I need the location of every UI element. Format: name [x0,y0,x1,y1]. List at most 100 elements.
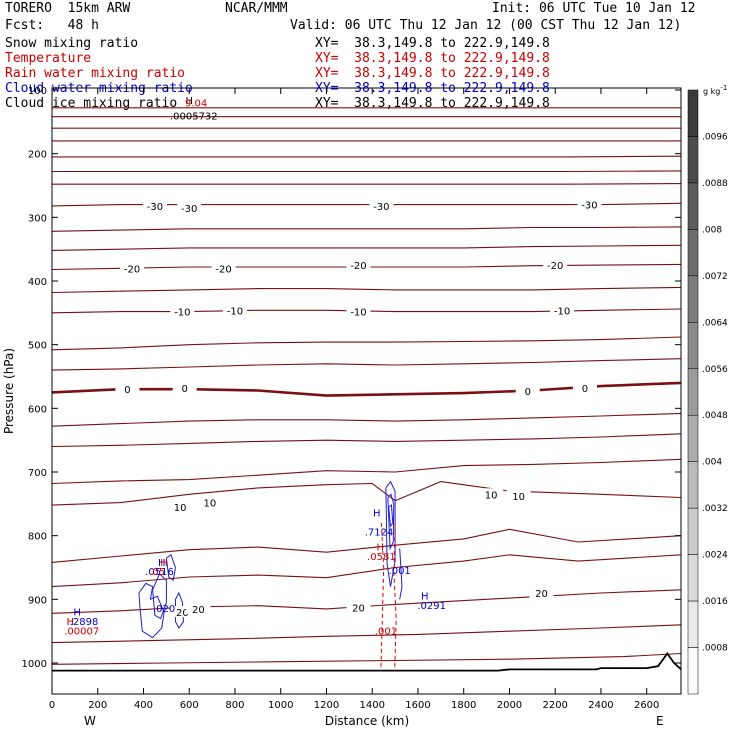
temperature-contour [52,183,682,185]
model-title: TORERO 15km ARW [5,1,131,16]
annotation-label: H [67,617,75,628]
temperature-label: 0 [582,384,588,395]
cloud-water-contour [165,554,177,582]
cloud-water-contour [388,504,394,528]
org-title: NCAR/MMM [225,1,288,16]
colorbar-swatch [687,368,699,416]
colorbar-swatch [687,322,699,370]
colorbar-unit: g kg-1 [703,84,727,96]
annotation-label: .0291 [417,601,446,612]
colorbar-level-label: .0016 [702,597,728,607]
colorbar-swatch [687,600,699,648]
temperature-label: -20 [350,261,366,272]
annotation-label: H [160,558,168,569]
colorbar-swatch [687,414,699,462]
colorbar-level-label: .0032 [702,504,728,514]
init-time: Init: 06 UTC Tue 10 Jan 12 [492,1,696,16]
temperature-label: -10 [227,306,243,317]
annotation-label: .020 [153,604,175,615]
temperature-label: 20 [192,605,205,616]
y-tick-label: 700 [28,468,47,479]
field-name-rain: Rain water mixing ratio [5,66,186,81]
temperature-contour [51,226,682,232]
temperature-label: -20 [547,261,563,272]
x-tick-label: 1800 [451,700,476,711]
temperature-label: 10 [203,499,216,510]
colorbar-swatch [687,647,699,695]
temperature-label: 0 [181,384,187,395]
temperature-label-bg [572,381,597,393]
temperature-label-bg [222,304,247,316]
rain-contours [380,522,397,670]
temperature-contour [51,624,682,644]
colorbar-level-label: .008 [702,225,722,235]
colorbar-level-label: .0048 [702,411,728,421]
temperature-label-bg [506,490,531,502]
temperature-label-bg [550,304,575,316]
temperature-contour [51,433,682,448]
valid-time: Valid: 06 UTC Thu 12 Jan 12 (00 CST Thu … [290,18,682,33]
temperature-label: -20 [215,264,231,275]
temperature-label: 20 [535,589,548,600]
temperature-label-bg [170,305,195,317]
field-xy-snow: XY= 38.3,149.8 to 222.9,149.8 [315,36,550,51]
annotation-label: H [373,509,381,520]
terrain-profile [52,651,682,672]
y-tick-label: 1000 [22,659,47,670]
temperature-label-bg [170,606,195,618]
x-tick-label: 2400 [588,700,613,711]
field-xy-rain: XY= 38.3,149.8 to 222.9,149.8 [315,66,550,81]
temperature-contour [51,458,682,485]
temperature-label-bg [197,496,222,508]
temperature-label-bg [479,488,504,500]
colorbar-level-label: .0088 [702,179,728,189]
temperature-label-bg [346,601,371,613]
cloud-water-contour [387,493,395,551]
annotation-label: .2898 [70,617,99,628]
forecast-hour: Fcst: 48 h [5,18,99,33]
colorbar-level-label: .0072 [702,272,728,282]
colorbar-swatch [687,275,699,323]
cloud-water-contour [399,548,403,600]
annotation-label: H [73,607,81,618]
temperature-contour [51,286,682,294]
annotation-label: .0581 [367,552,396,563]
field-xy-temperature: XY= 38.3,149.8 to 222.9,149.8 [315,51,550,66]
annotation-label: .00007 [64,626,99,637]
cloud-water-contour [152,573,167,620]
annotations: H9.04.0005732HH.0516.05.7124HH.0581.001H… [64,96,446,637]
colorbar-swatch [687,182,699,230]
temperature-contour [51,554,682,588]
temperature-contour [51,652,682,665]
temperature-label-bg [177,201,202,213]
x-end-label-west: W [84,714,96,728]
y-tick-label: 100 [28,86,47,97]
temperature-label: -10 [350,308,366,319]
temperature-contour [51,336,682,351]
temperature-label-bg [186,602,211,614]
y-tick-label: 800 [28,532,47,543]
temperature-label-bg [346,305,371,317]
annotation-label: .001 [389,566,411,577]
terrain-line [52,651,682,672]
x-tick-label: 200 [88,700,107,711]
temperature-label-bg [211,262,236,274]
colorbar-swatch [687,136,699,184]
temperature-label: 10 [485,490,498,501]
temperature-label-bg [346,259,371,271]
field-name-snow: Snow mixing ratio [5,36,139,51]
x-tick-label: 1000 [268,700,293,711]
temperature-label: 20 [352,604,365,615]
plot-frame [51,87,682,695]
temperature-label: -30 [147,202,163,213]
temperature-contour [51,528,682,563]
temperature-label-bg [115,383,140,395]
temperature-label-bg [543,259,568,271]
colorbar-swatch [687,89,699,137]
annotation-label: .0005732 [170,111,218,122]
x-tick-label: 2600 [634,700,659,711]
cloud-water-contour [385,480,396,587]
temperature-label: -10 [554,306,570,317]
annotation-label: .0516 [145,567,174,578]
